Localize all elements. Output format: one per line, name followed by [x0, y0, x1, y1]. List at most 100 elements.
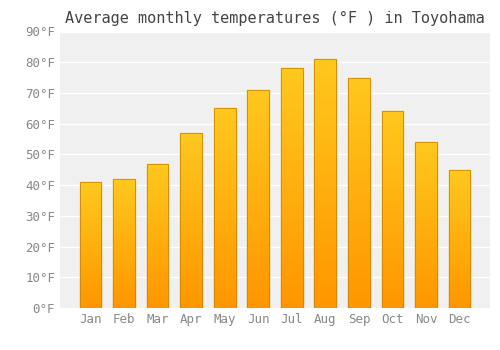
Bar — [214, 176, 236, 180]
Bar — [113, 182, 135, 184]
Bar — [214, 108, 236, 112]
Bar — [448, 275, 470, 278]
Bar — [281, 236, 302, 241]
Bar — [348, 244, 370, 248]
Bar — [80, 243, 102, 245]
Bar — [415, 288, 437, 292]
Bar — [348, 78, 370, 308]
Bar — [415, 248, 437, 252]
Bar — [180, 144, 202, 147]
Bar — [382, 178, 404, 182]
Bar — [415, 212, 437, 215]
Bar — [314, 169, 336, 174]
Bar — [180, 199, 202, 203]
Bar — [348, 87, 370, 91]
Bar — [281, 68, 302, 308]
Bar — [281, 88, 302, 92]
Bar — [146, 233, 169, 236]
Bar — [281, 164, 302, 169]
Bar — [448, 197, 470, 200]
Bar — [281, 68, 302, 73]
Bar — [415, 192, 437, 195]
Bar — [146, 247, 169, 250]
Bar — [248, 90, 269, 94]
Bar — [314, 89, 336, 94]
Bar — [214, 156, 236, 160]
Bar — [214, 224, 236, 228]
Bar — [113, 212, 135, 215]
Bar — [80, 232, 102, 235]
Bar — [415, 252, 437, 255]
Bar — [248, 120, 269, 125]
Bar — [113, 179, 135, 182]
Bar — [415, 155, 437, 159]
Bar — [415, 152, 437, 155]
Bar — [448, 261, 470, 264]
Bar — [80, 255, 102, 258]
Bar — [214, 252, 236, 256]
Bar — [348, 202, 370, 206]
Bar — [146, 302, 169, 305]
Bar — [382, 253, 404, 257]
Bar — [180, 298, 202, 301]
Bar — [214, 184, 236, 188]
Bar — [214, 292, 236, 296]
Bar — [113, 261, 135, 264]
Bar — [314, 144, 336, 149]
Bar — [248, 256, 269, 260]
Bar — [180, 214, 202, 217]
Bar — [248, 90, 269, 308]
Bar — [146, 285, 169, 288]
Bar — [248, 173, 269, 177]
Bar — [348, 133, 370, 138]
Bar — [146, 276, 169, 279]
Bar — [281, 126, 302, 131]
Bar — [281, 116, 302, 121]
Bar — [348, 262, 370, 267]
Bar — [448, 286, 470, 289]
Bar — [314, 84, 336, 89]
Bar — [415, 261, 437, 265]
Bar — [448, 253, 470, 256]
Bar — [248, 190, 269, 195]
Bar — [146, 236, 169, 239]
Bar — [214, 116, 236, 120]
Bar — [180, 175, 202, 178]
Bar — [80, 190, 102, 192]
Bar — [281, 112, 302, 116]
Bar — [281, 155, 302, 160]
Bar — [113, 274, 135, 277]
Bar — [113, 280, 135, 282]
Bar — [314, 174, 336, 178]
Bar — [348, 183, 370, 188]
Title: Average monthly temperatures (°F ) in Toyohama: Average monthly temperatures (°F ) in To… — [65, 11, 485, 26]
Bar — [314, 159, 336, 164]
Bar — [348, 193, 370, 197]
Bar — [80, 288, 102, 290]
Bar — [281, 231, 302, 236]
Bar — [214, 220, 236, 224]
Bar — [281, 193, 302, 198]
Bar — [80, 303, 102, 306]
Bar — [248, 160, 269, 164]
Bar — [146, 204, 169, 207]
Bar — [180, 245, 202, 248]
Bar — [348, 197, 370, 202]
Bar — [248, 238, 269, 243]
Bar — [214, 132, 236, 136]
Bar — [314, 258, 336, 263]
Bar — [415, 225, 437, 228]
Bar — [214, 172, 236, 176]
Bar — [80, 298, 102, 300]
Bar — [248, 225, 269, 230]
Bar — [314, 203, 336, 209]
Bar — [146, 175, 169, 178]
Bar — [281, 198, 302, 203]
Bar — [348, 211, 370, 216]
Bar — [382, 210, 404, 214]
Bar — [113, 251, 135, 254]
Bar — [214, 152, 236, 156]
Bar — [146, 163, 169, 308]
Bar — [180, 164, 202, 168]
Bar — [146, 213, 169, 216]
